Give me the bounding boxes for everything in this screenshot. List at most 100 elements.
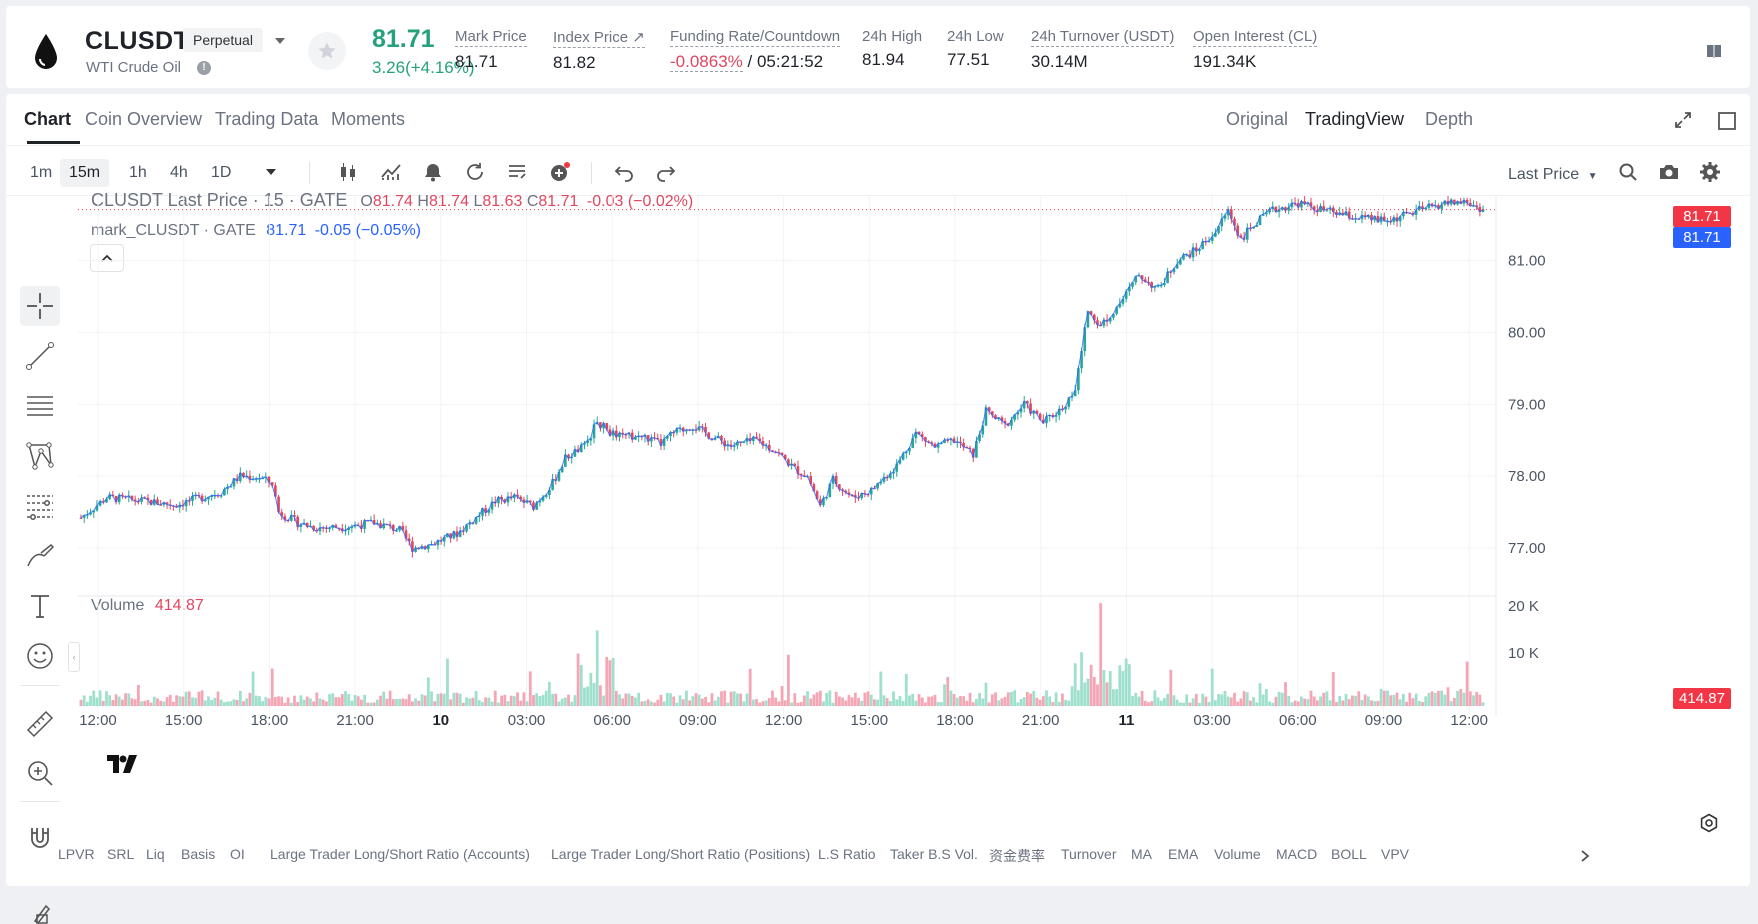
stat-label[interactable]: 24h Turnover (USDT) xyxy=(1031,28,1175,47)
tab-chart[interactable]: Chart xyxy=(24,109,72,129)
stat-label[interactable]: Funding Rate/Countdown xyxy=(670,28,841,47)
volume-bar xyxy=(465,697,468,706)
volume-bar xyxy=(538,696,542,706)
volume-bar xyxy=(767,697,771,706)
indicator-liq[interactable]: Liq xyxy=(146,846,165,862)
tab-trading-data[interactable]: Trading Data xyxy=(215,109,319,129)
volume-bar xyxy=(1417,701,1421,706)
horizontal-lines-tool[interactable] xyxy=(20,386,60,426)
indicator-oi[interactable]: OI xyxy=(230,846,245,862)
candle-body xyxy=(280,512,284,517)
view-depth[interactable]: Depth xyxy=(1425,109,1474,129)
candle-body xyxy=(1150,282,1153,288)
indicator-ma[interactable]: MA xyxy=(1131,846,1152,862)
indicator-macd[interactable]: MACD xyxy=(1276,846,1318,862)
timeframe-4h[interactable]: 4h xyxy=(170,164,188,181)
window-icon[interactable] xyxy=(1718,112,1736,130)
volume-bar xyxy=(723,690,727,706)
volume-bar xyxy=(904,673,908,706)
trend-line-tool[interactable] xyxy=(20,336,60,376)
timeframe-dropdown-icon[interactable] xyxy=(265,167,277,177)
tab-moments[interactable]: Moments xyxy=(331,109,406,129)
candle-body xyxy=(267,476,271,483)
indicator-turnover[interactable]: Turnover xyxy=(1061,846,1117,862)
symbol-title[interactable]: CLUSDT xyxy=(85,27,190,55)
timeframe-1h[interactable]: 1h xyxy=(129,164,147,181)
toolbar-collapse-handle[interactable]: ‹ xyxy=(68,642,80,672)
draw-lock-tool[interactable] xyxy=(32,902,52,924)
volume-bar xyxy=(637,692,641,706)
volume-bar xyxy=(1277,691,1281,706)
candle-body xyxy=(905,451,908,454)
view-original[interactable]: Original xyxy=(1226,109,1289,129)
volume-bar xyxy=(1226,696,1230,706)
legend-collapse-button[interactable] xyxy=(90,244,124,272)
price-source-select[interactable]: Last Price ▼ xyxy=(1508,166,1598,184)
candle-body xyxy=(503,499,507,503)
add-plus-icon[interactable] xyxy=(549,161,571,183)
settings-gear-icon[interactable] xyxy=(1699,161,1721,183)
timeframe-1m[interactable]: 1m xyxy=(30,164,53,181)
brush-tool[interactable] xyxy=(20,536,60,576)
crosshair-tool[interactable] xyxy=(20,286,60,326)
indicator-large-trader-accounts[interactable]: Large Trader Long/Short Ratio (Accounts) xyxy=(270,846,530,862)
replay-icon[interactable] xyxy=(464,161,486,183)
axis-settings-icon[interactable] xyxy=(1699,813,1719,833)
redo-icon[interactable] xyxy=(655,161,677,183)
volume-bar xyxy=(943,684,946,706)
guide-book-icon[interactable] xyxy=(1705,42,1723,60)
stat-label[interactable]: Index Price ↗ xyxy=(553,29,645,48)
zoom-tool[interactable] xyxy=(20,753,60,793)
candle-body xyxy=(468,522,472,525)
stat-label[interactable]: Mark Price xyxy=(455,28,527,47)
volume-bar xyxy=(1449,701,1453,706)
time-tick-label: 11 xyxy=(1118,712,1134,729)
indicator-funding-rate[interactable]: 资金费率 xyxy=(989,848,1045,864)
indicator-volume[interactable]: Volume xyxy=(1214,846,1261,862)
volume-bar xyxy=(579,664,583,706)
volume-bar xyxy=(1392,694,1396,706)
indicator-ls-ratio[interactable]: L.S Ratio xyxy=(818,846,876,862)
indicator-srl[interactable]: SRL xyxy=(107,846,135,862)
chevron-right-icon[interactable] xyxy=(1578,849,1592,863)
pattern-tool[interactable] xyxy=(20,436,60,476)
candle-body xyxy=(353,524,357,527)
volume-bar xyxy=(216,691,220,706)
alert-icon[interactable] xyxy=(422,161,444,183)
chart-toolbar: 1m 15m 1h 4h 1D xyxy=(6,146,1750,196)
tab-coin-overview[interactable]: Coin Overview xyxy=(85,109,203,129)
info-icon[interactable]: ! xyxy=(197,61,211,75)
volume-bar xyxy=(1427,693,1431,706)
magnet-tool[interactable] xyxy=(20,818,60,858)
ruler-tool[interactable] xyxy=(20,704,60,744)
candle-body xyxy=(334,525,338,528)
indicator-lpvr[interactable]: LPVR xyxy=(58,846,95,862)
timeframe-15m[interactable]: 15m xyxy=(60,159,110,187)
stat-label[interactable]: Open Interest (CL) xyxy=(1193,28,1318,47)
favorite-star-button[interactable] xyxy=(308,32,346,70)
caret-down-icon[interactable] xyxy=(274,36,286,46)
volume-bar xyxy=(1025,692,1029,706)
indicator-ema[interactable]: EMA xyxy=(1168,846,1199,862)
emoji-tool[interactable] xyxy=(20,636,60,676)
indicator-vpv[interactable]: VPV xyxy=(1381,846,1410,862)
text-tool[interactable] xyxy=(20,586,60,626)
search-icon[interactable] xyxy=(1617,161,1639,183)
candlestick-chart[interactable]: 81.00 80.00 79.00 78.00 77.00 20 K 10 K 12:00 15… xyxy=(78,196,1750,839)
timeframe-1d[interactable]: 1D xyxy=(211,164,232,181)
view-tradingview[interactable]: TradingView xyxy=(1305,109,1405,129)
expand-icon[interactable] xyxy=(1673,110,1693,130)
templates-icon[interactable] xyxy=(506,161,528,183)
indicator-basis[interactable]: Basis xyxy=(181,846,216,862)
indicator-taker-bs-vol[interactable]: Taker B.S Vol. xyxy=(890,846,978,862)
indicator-large-trader-positions[interactable]: Large Trader Long/Short Ratio (Positions… xyxy=(551,846,811,862)
volume-bar xyxy=(1207,702,1211,706)
camera-icon[interactable] xyxy=(1658,161,1680,183)
indicators-icon[interactable] xyxy=(380,161,402,183)
indicator-boll[interactable]: BOLL xyxy=(1331,846,1367,862)
undo-icon[interactable] xyxy=(613,161,635,183)
candles-icon[interactable] xyxy=(337,161,359,183)
volume-bar xyxy=(1408,692,1412,706)
volume-bar xyxy=(172,701,175,706)
fib-tool[interactable] xyxy=(20,486,60,526)
